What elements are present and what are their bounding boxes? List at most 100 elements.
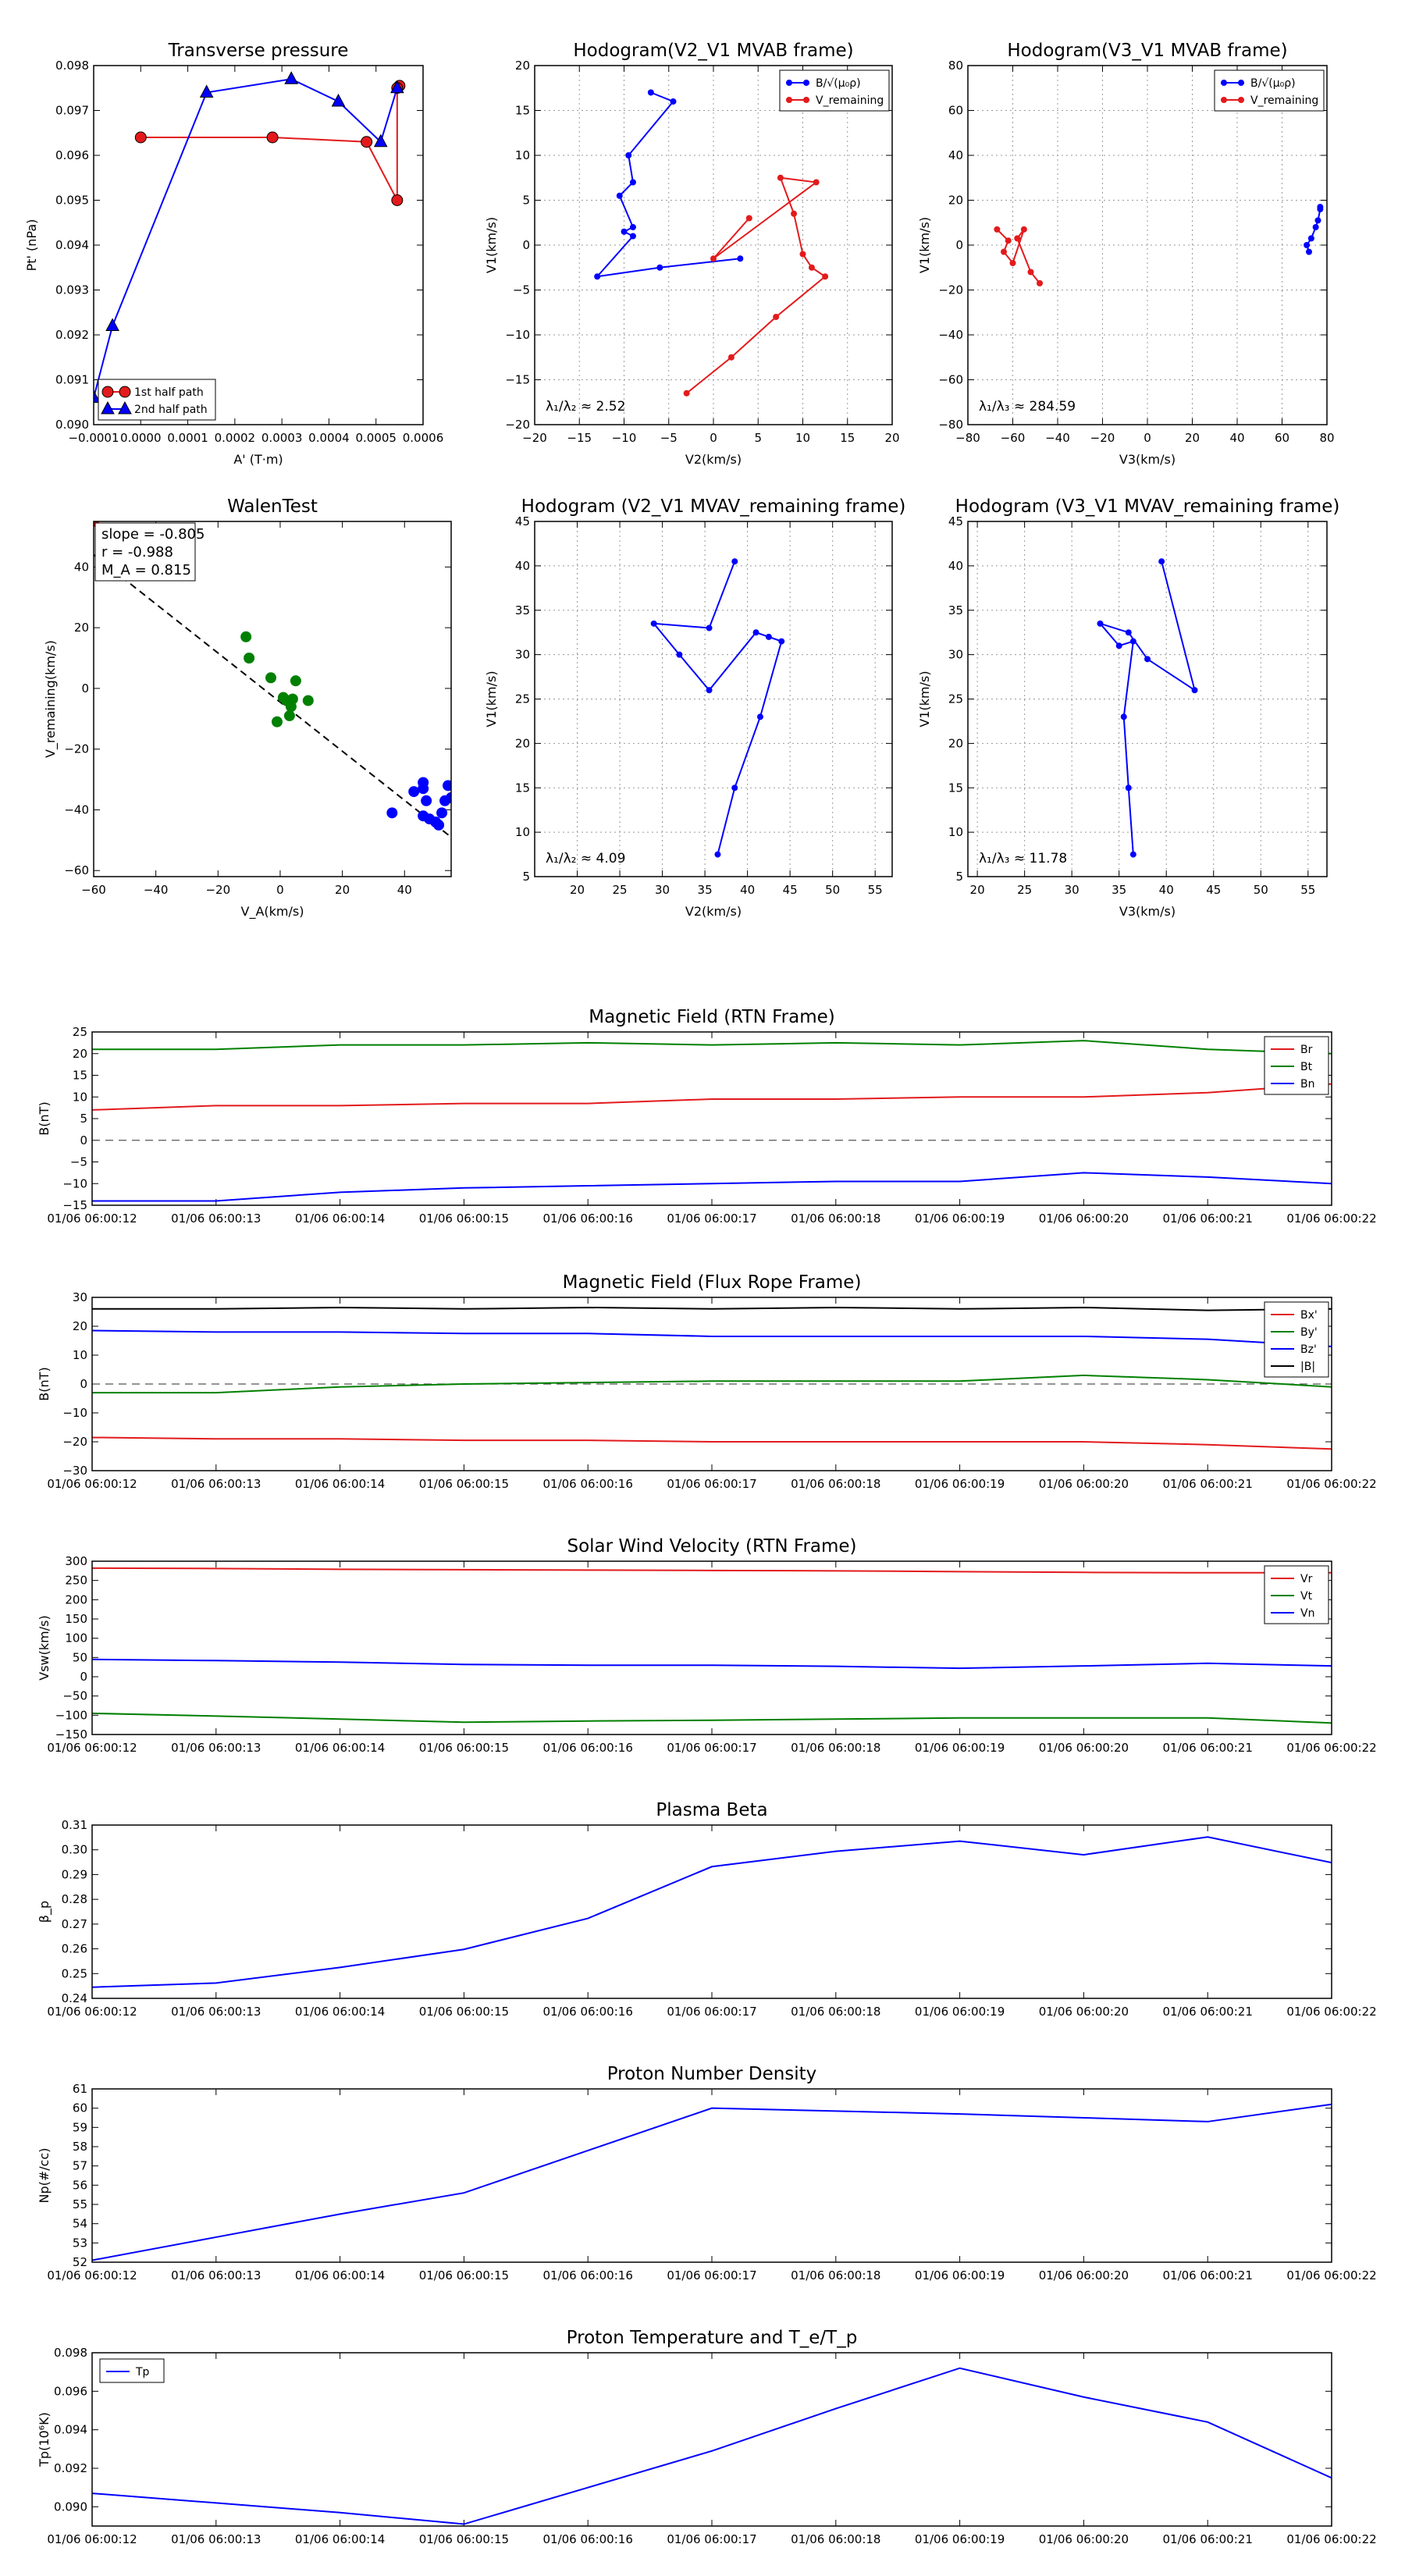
y-tick-label: 20 xyxy=(73,1319,87,1333)
y-axis-label: V1(km/s) xyxy=(484,671,499,727)
y-tick-label: −5 xyxy=(513,283,530,297)
x-tick-label: 01/06 06:00:17 xyxy=(667,1212,756,1226)
annotation: λ₁/λ₃ ≈ 284.59 xyxy=(979,399,1076,415)
data-point xyxy=(446,792,451,803)
y-tick-label: 5 xyxy=(522,870,530,884)
x-tick-label: 60 xyxy=(1275,431,1289,445)
legend-marker xyxy=(786,97,792,103)
y-tick-label: 30 xyxy=(73,1290,87,1304)
data-point xyxy=(773,314,780,320)
annotation: λ₁/λ₃ ≈ 11.78 xyxy=(979,851,1067,866)
x-tick-label: 01/06 06:00:17 xyxy=(667,2268,756,2282)
x-tick-label: 45 xyxy=(1206,883,1221,897)
y-tick-label: 80 xyxy=(948,59,963,73)
y-tick-label: 0.24 xyxy=(62,1991,87,2005)
series-line-path xyxy=(1097,560,1197,855)
series-line-Bz' xyxy=(92,1329,1332,1347)
x-tick-label: 45 xyxy=(783,883,798,897)
y-tick-label: −15 xyxy=(505,373,530,387)
data-point xyxy=(1144,656,1151,663)
x-tick-label: 40 xyxy=(1159,883,1174,897)
data-point xyxy=(1304,242,1311,248)
y-tick-label: 0.095 xyxy=(55,194,89,208)
x-tick-label: 35 xyxy=(698,883,713,897)
x-tick-label: 25 xyxy=(1017,883,1032,897)
x-tick-label: 01/06 06:00:16 xyxy=(543,1741,633,1755)
y-tick-label: 5 xyxy=(955,870,963,884)
data-point xyxy=(1125,629,1132,636)
data-point xyxy=(813,179,820,186)
y-tick-label: −40 xyxy=(938,328,963,342)
plot-area xyxy=(92,1040,1332,1202)
plot-area xyxy=(94,521,451,838)
data-point xyxy=(240,631,252,642)
series-line-Bt xyxy=(92,1040,1332,1055)
data-point xyxy=(791,210,798,217)
legend-label: 1st half path xyxy=(134,386,204,399)
y-tick-label: 0.30 xyxy=(62,1843,87,1857)
x-tick-label: 01/06 06:00:16 xyxy=(543,2532,633,2546)
data-point xyxy=(105,318,119,331)
data-point xyxy=(1125,785,1132,792)
data-point xyxy=(710,255,717,262)
y-tick-label: 0.28 xyxy=(62,1892,87,1906)
x-tick-label: 01/06 06:00:14 xyxy=(295,1477,385,1491)
data-point xyxy=(621,228,628,235)
data-point xyxy=(752,629,759,636)
x-tick-label: 0.0006 xyxy=(403,431,444,445)
plot-area xyxy=(1097,558,1198,858)
legend-label: V_remaining xyxy=(1250,94,1318,107)
y-axis-label: Pt' (nPa) xyxy=(24,219,39,272)
y-tick-label: 15 xyxy=(515,104,530,118)
x-tick-label: 01/06 06:00:14 xyxy=(295,1741,385,1755)
y-tick-label: 30 xyxy=(948,648,963,662)
x-tick-label: 01/06 06:00:12 xyxy=(47,1212,137,1226)
y-tick-label: −40 xyxy=(64,802,89,817)
x-tick-label: 01/06 06:00:19 xyxy=(915,1741,1005,1755)
data-point xyxy=(745,215,752,222)
data-point xyxy=(629,233,636,240)
series-line-Vn xyxy=(92,1658,1332,1670)
plot-area xyxy=(650,558,785,858)
data-point xyxy=(443,780,451,792)
legend-label: Tp xyxy=(135,2366,150,2379)
chart-hodo1: Hodogram(V2_V1 MVAB frame) −20 −15 −10 −5 0 5 1… xyxy=(484,41,900,467)
plot-area xyxy=(92,1306,1332,1450)
y-tick-label: 15 xyxy=(73,1069,87,1083)
y-tick-label: 60 xyxy=(73,2101,87,2115)
legend: Tp xyxy=(99,2358,165,2383)
x-tick-label: −20 xyxy=(205,883,230,897)
y-tick-label: −5 xyxy=(70,1155,87,1169)
data-point xyxy=(1129,851,1136,858)
x-tick-label: −60 xyxy=(81,883,106,897)
legend-marker xyxy=(1221,80,1227,86)
data-point xyxy=(1120,713,1127,720)
x-tick-label: 01/06 06:00:18 xyxy=(791,1741,880,1755)
data-point xyxy=(433,819,445,831)
data-point xyxy=(1307,235,1314,242)
legend-box xyxy=(98,379,216,421)
data-point xyxy=(808,264,815,271)
x-tick-label: 01/06 06:00:17 xyxy=(667,1741,756,1755)
data-point xyxy=(1158,558,1165,565)
annotation-box xyxy=(94,522,196,582)
series-line-2nd half path xyxy=(94,78,398,398)
data-point xyxy=(302,695,314,706)
x-tick-label: 01/06 06:00:13 xyxy=(171,1477,261,1491)
data-point xyxy=(765,633,772,640)
y-tick-label: 60 xyxy=(948,104,963,118)
legend-marker xyxy=(1238,80,1244,86)
x-tick-label: −60 xyxy=(1001,431,1026,445)
x-tick-label: 01/06 06:00:19 xyxy=(915,1477,1005,1491)
data-point xyxy=(629,224,636,230)
x-tick-label: 50 xyxy=(825,883,840,897)
x-tick-label: 01/06 06:00:15 xyxy=(419,2005,509,2019)
y-tick-label: −60 xyxy=(64,863,89,877)
data-point xyxy=(727,354,735,361)
data-point xyxy=(994,226,1001,233)
y-tick-label: 0.31 xyxy=(62,1818,87,1832)
x-tick-label: 01/06 06:00:21 xyxy=(1163,1477,1253,1491)
y-tick-label: 0 xyxy=(81,681,89,696)
series-line-Np xyxy=(92,2103,1332,2261)
y-tick-label: 0.098 xyxy=(54,2346,87,2360)
